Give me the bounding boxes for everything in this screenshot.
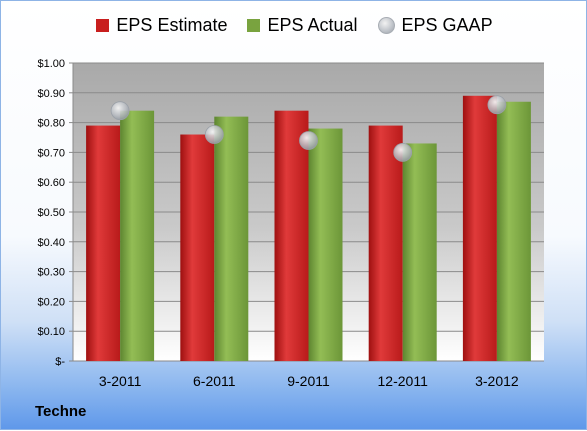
point-eps-gaap (204, 125, 224, 144)
bar-eps-actual (402, 143, 437, 361)
legend-label-estimate: EPS Estimate (116, 15, 228, 35)
legend-item-estimate: EPS Estimate (96, 15, 227, 36)
bar-eps-estimate (180, 134, 215, 361)
y-tick-label: $0.80 (37, 118, 65, 130)
bar-eps-estimate (86, 125, 121, 361)
company-name: Techne (35, 403, 87, 420)
legend-label-actual: EPS Actual (267, 15, 358, 35)
point-eps-gaap (299, 131, 318, 150)
y-tick-label: $0.50 (37, 207, 65, 219)
y-tick-label: $0.10 (37, 326, 65, 338)
bar-eps-estimate (368, 125, 403, 361)
legend-label-gaap: EPS GAAP (401, 15, 493, 35)
legend-item-gaap: EPS GAAP (377, 15, 493, 36)
bar-eps-estimate (462, 95, 497, 361)
x-tick-label: 12-2011 (378, 373, 429, 389)
point-eps-gaap (393, 142, 413, 162)
legend-swatch-gaap (377, 17, 395, 34)
point-eps-gaap (487, 95, 507, 115)
y-tick-label: $0.20 (37, 296, 65, 308)
y-tick-label: $0.40 (37, 237, 65, 249)
point-eps-gaap (110, 101, 130, 121)
bar-eps-actual (214, 116, 249, 361)
legend: EPS Estimate EPS Actual EPS GAAP (1, 15, 587, 36)
x-tick-label: 3-2011 (99, 373, 142, 389)
legend-swatch-actual (247, 19, 261, 32)
y-tick-label: $0.70 (37, 147, 65, 159)
y-tick-label: $0.60 (37, 177, 65, 189)
legend-item-actual: EPS Actual (247, 15, 358, 36)
bar-eps-actual (120, 110, 155, 362)
x-tick-label: 9-2011 (287, 373, 330, 389)
y-tick-label: $1.00 (37, 58, 65, 70)
y-tick-label: $0.90 (37, 88, 65, 100)
bar-eps-actual (496, 101, 531, 362)
x-tick-label: 3-2012 (475, 373, 519, 389)
x-tick-label: 6-2011 (193, 373, 236, 389)
y-tick-label: $- (55, 356, 65, 368)
y-tick-label: $0.30 (37, 267, 65, 279)
legend-swatch-estimate (96, 19, 110, 32)
bar-eps-estimate (274, 110, 309, 362)
bar-eps-actual (308, 128, 343, 361)
